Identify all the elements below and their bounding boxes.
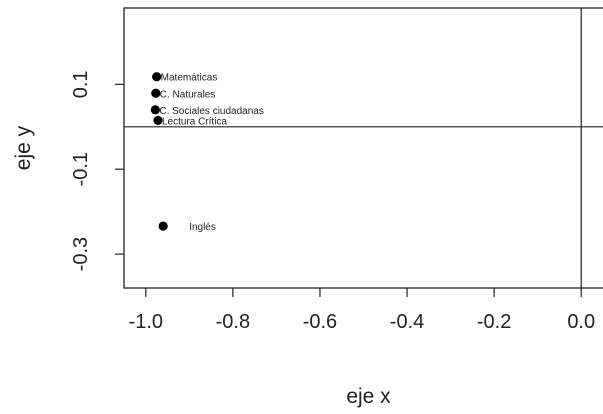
data-point (151, 88, 161, 98)
x-tick-label: 0.0 (567, 311, 595, 333)
x-axis: -1.0 -0.8 -0.6 -0.4 -0.2 0.0 (129, 288, 595, 333)
data-point-label: Inglés (189, 222, 216, 233)
data-point (150, 105, 160, 115)
x-tick-label: -0.4 (390, 311, 424, 333)
x-tick-label: -1.0 (129, 311, 163, 333)
data-point (158, 221, 168, 231)
data-point-label: C. Sociales ciudadanas (159, 106, 264, 117)
y-tick-label: -0.3 (70, 237, 92, 271)
y-axis-title: eje y (12, 125, 35, 170)
data-point (152, 72, 162, 82)
plot-frame (123, 7, 603, 289)
data-point-label: Matemáticas (161, 73, 218, 84)
y-tick-label: -0.1 (70, 152, 92, 186)
y-tick-label: 0.1 (70, 70, 92, 98)
x-tick-label: -0.8 (216, 311, 250, 333)
data-point-label: Lectura Crítica (162, 116, 227, 127)
x-tick-label: -0.2 (477, 311, 511, 333)
data-points: Matemáticas C. Naturales C. Sociales ciuda… (150, 72, 264, 233)
data-point-label: C. Naturales (160, 89, 216, 100)
x-axis-title: eje x (346, 385, 391, 408)
x-tick-label: -0.6 (303, 311, 337, 333)
reference-lines (124, 8, 603, 288)
y-axis: 0.1 -0.1 -0.3 (70, 70, 124, 271)
data-point (153, 115, 163, 126)
